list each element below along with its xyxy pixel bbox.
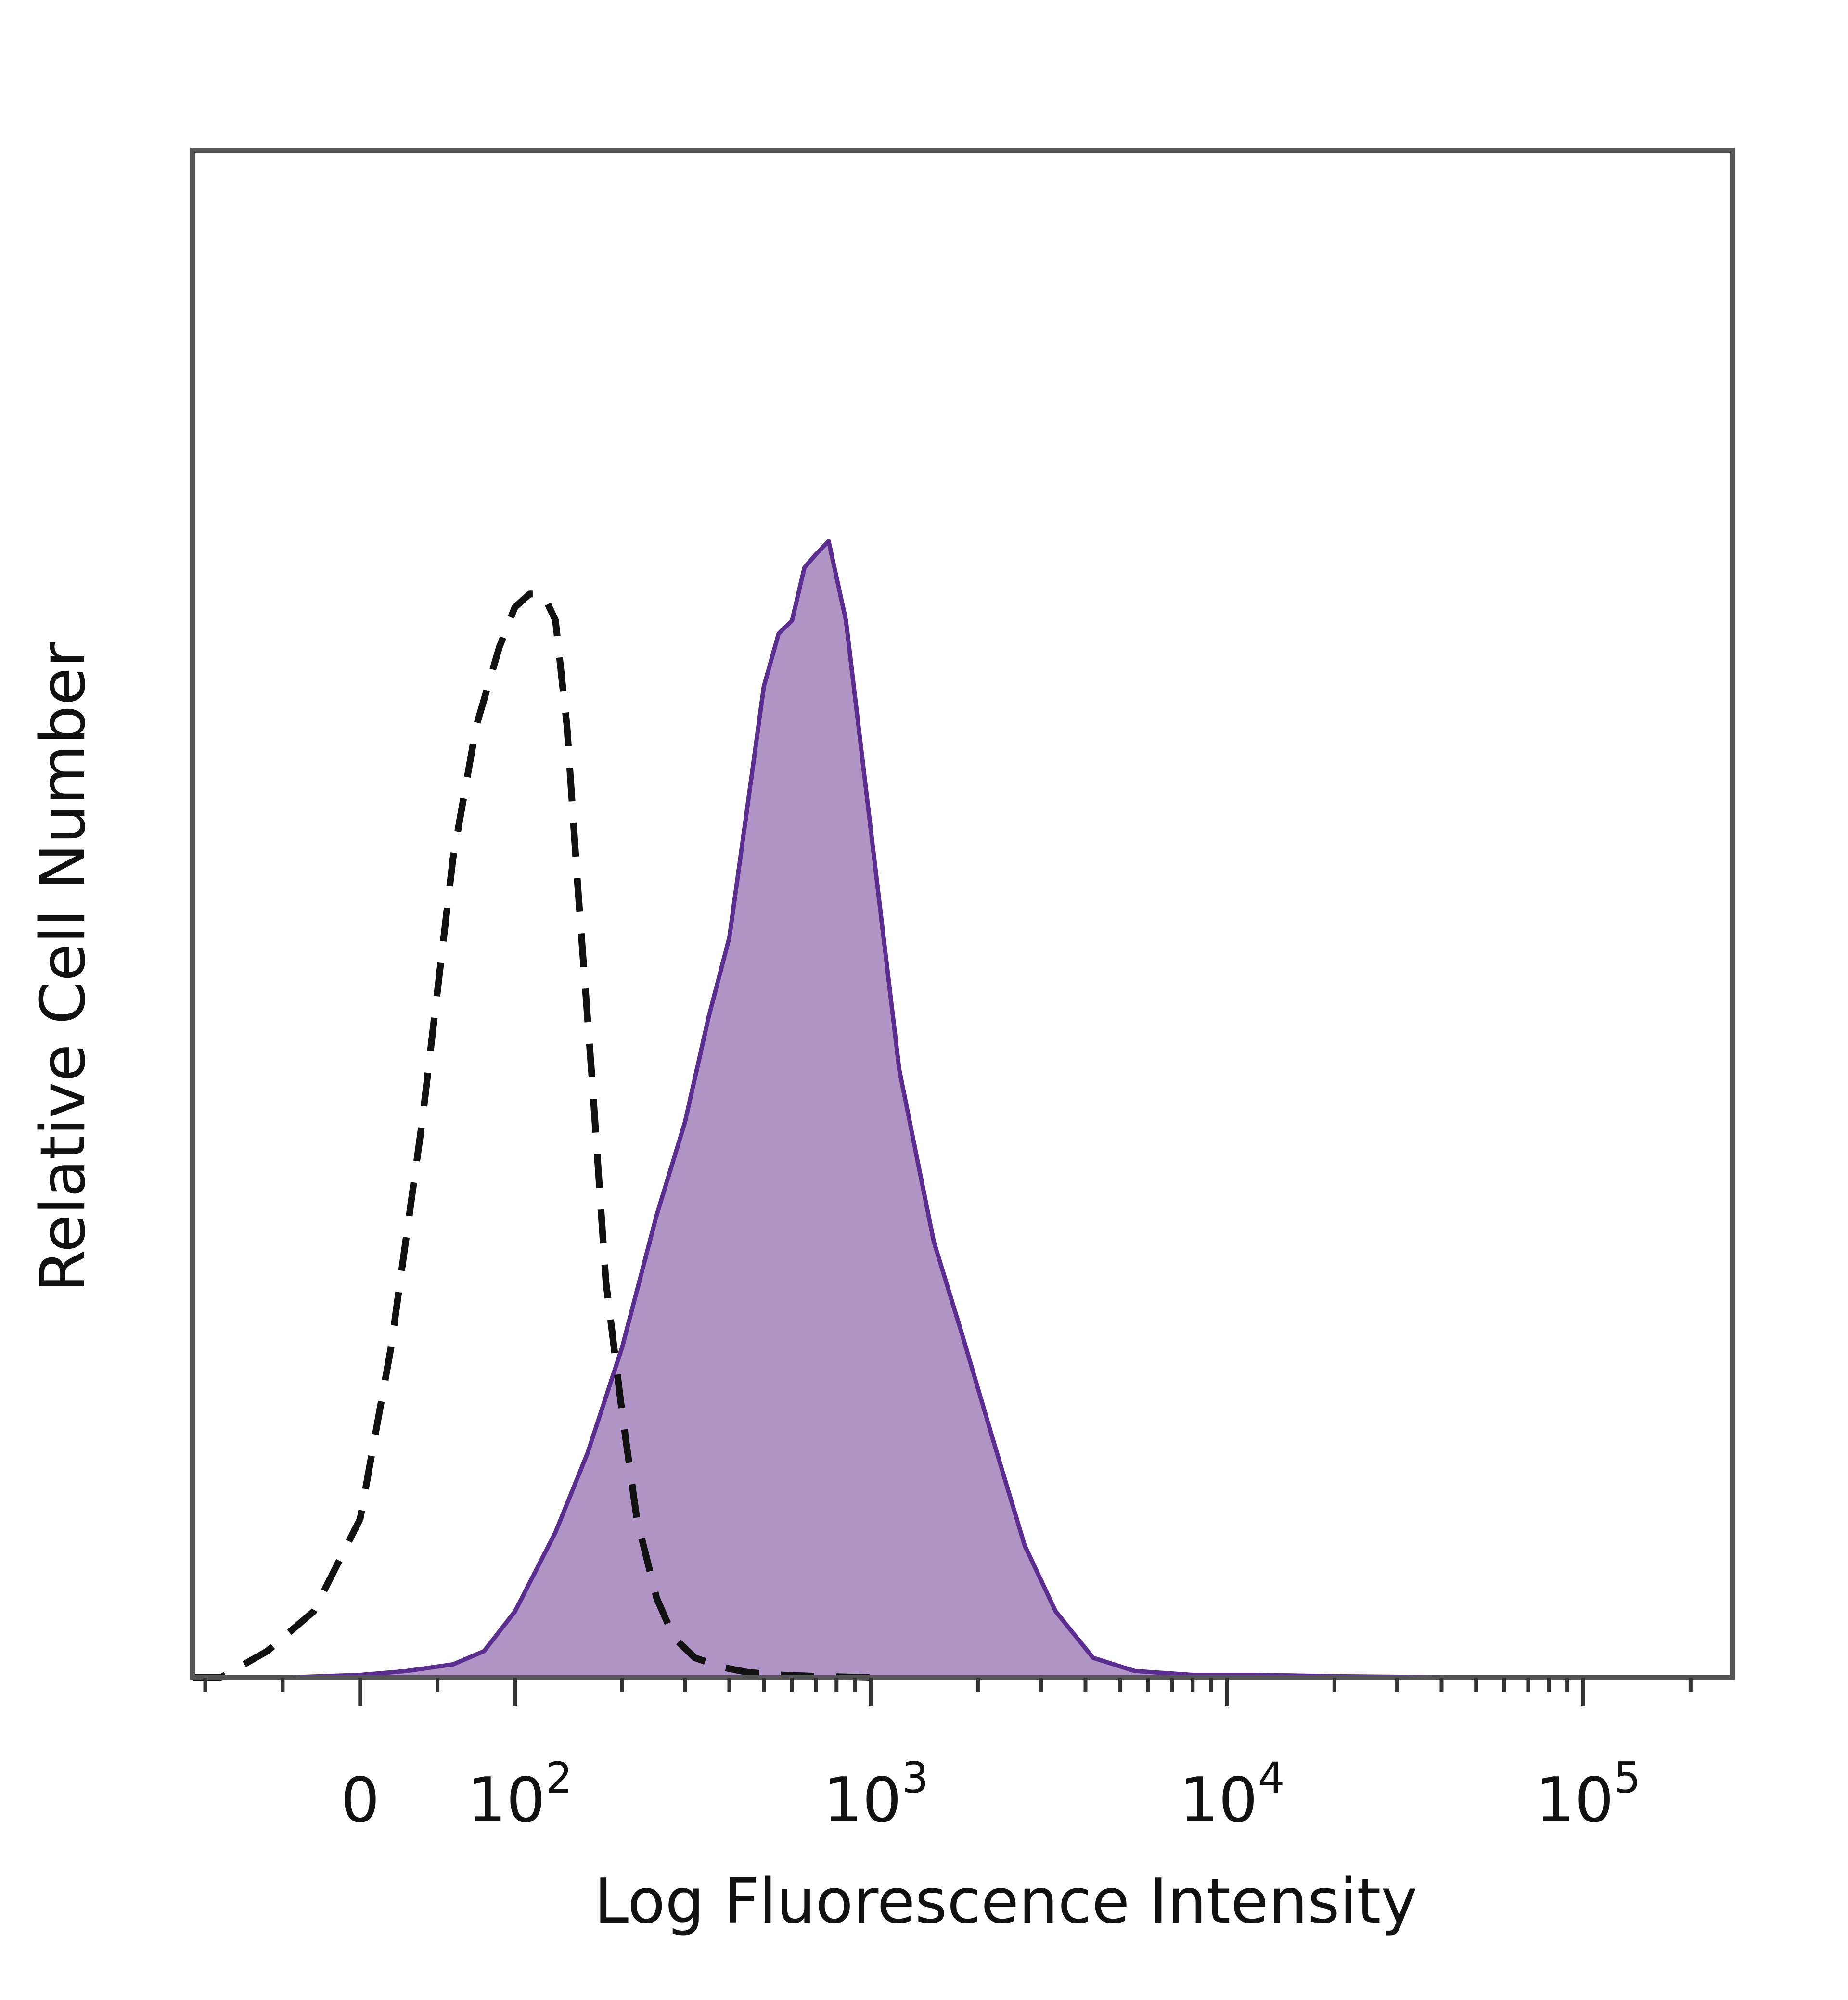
x-axis-tick-labels: 0 102 103 104 105 [341, 1753, 1641, 1836]
x-axis-ticks [203, 1678, 1693, 1706]
series-1-area [282, 541, 1691, 1678]
x-tick-label: 102 [467, 1753, 573, 1836]
x-tick-label: 103 [823, 1753, 929, 1836]
x-axis-title: Log Fluorescence Intensity [594, 1866, 1417, 1937]
plot-frame [190, 148, 1735, 1680]
x-tick-label: 105 [1536, 1753, 1641, 1836]
x-tick-label: 0 [341, 1765, 380, 1836]
series-layer [192, 538, 1691, 1681]
series-0-line [192, 590, 872, 1681]
y-axis-title: Relative Cell Number [27, 642, 99, 1292]
series-1-line [282, 538, 1691, 1680]
x-tick-label: 104 [1180, 1753, 1285, 1836]
